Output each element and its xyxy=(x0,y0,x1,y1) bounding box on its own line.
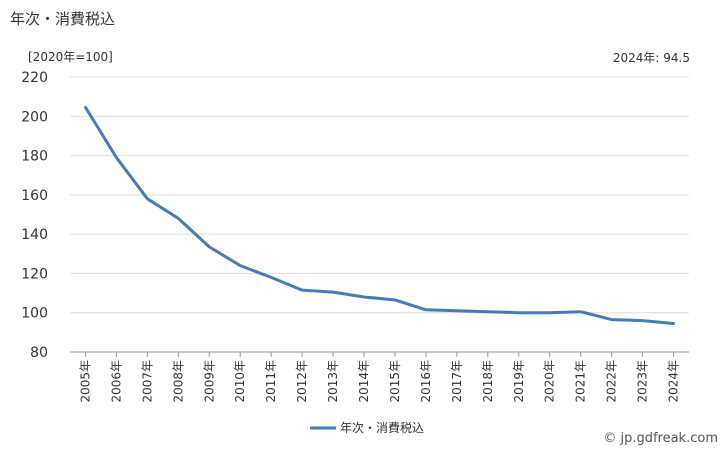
x-axis-ticks: 2005年 2006年 2007年 2008年 2009年 2010年 2011年 2012年… xyxy=(78,352,681,403)
y-tick-label: 200 xyxy=(21,109,48,125)
y-tick-label: 140 xyxy=(21,227,48,243)
x-tick-label: 2021年 xyxy=(574,360,588,403)
x-tick-label: 2016年 xyxy=(419,360,433,403)
x-tick-label: 2023年 xyxy=(636,360,650,403)
x-tick-label: 2017年 xyxy=(450,360,464,403)
x-tick-label: 2022年 xyxy=(605,360,619,403)
x-tick-label: 2019年 xyxy=(512,360,526,403)
copyright-text: © jp.gdfreak.com xyxy=(603,431,718,446)
x-tick-label: 2006年 xyxy=(109,360,123,403)
x-tick-label: 2009年 xyxy=(202,360,216,403)
x-tick-label: 2020年 xyxy=(543,360,557,403)
x-tick-label: 2010年 xyxy=(233,360,247,403)
x-tick-label: 2011年 xyxy=(264,360,278,403)
unit-note: [2020年=100] xyxy=(28,50,113,64)
x-tick-label: 2007年 xyxy=(140,360,154,403)
series-layer xyxy=(84,105,675,325)
latest-value-label: 2024年: 94.5 xyxy=(612,51,690,65)
y-tick-label: 120 xyxy=(21,266,48,282)
x-tick-label: 2013年 xyxy=(326,360,340,403)
x-tick-label: 2024年 xyxy=(667,360,681,403)
x-tick-label: 2018年 xyxy=(481,360,495,403)
series-line xyxy=(84,105,675,325)
chart-title: 年次・消費税込 xyxy=(10,10,116,28)
x-tick-label: 2012年 xyxy=(295,360,309,403)
y-tick-label: 160 xyxy=(21,188,48,204)
gridlines xyxy=(70,76,689,353)
x-tick-label: 2015年 xyxy=(388,360,402,403)
x-tick-label: 2005年 xyxy=(78,360,92,403)
y-axis-ticks: 80 100 120 140 160 180 200 220 xyxy=(21,70,48,361)
legend-label: 年次・消費税込 xyxy=(340,420,424,435)
y-tick-label: 180 xyxy=(21,149,48,165)
y-tick-label: 220 xyxy=(21,70,48,86)
x-tick-label: 2014年 xyxy=(357,360,371,403)
x-tick-label: 2008年 xyxy=(171,360,185,403)
y-tick-label: 80 xyxy=(30,345,48,361)
legend: 年次・消費税込 xyxy=(310,420,424,435)
y-tick-label: 100 xyxy=(21,306,48,322)
